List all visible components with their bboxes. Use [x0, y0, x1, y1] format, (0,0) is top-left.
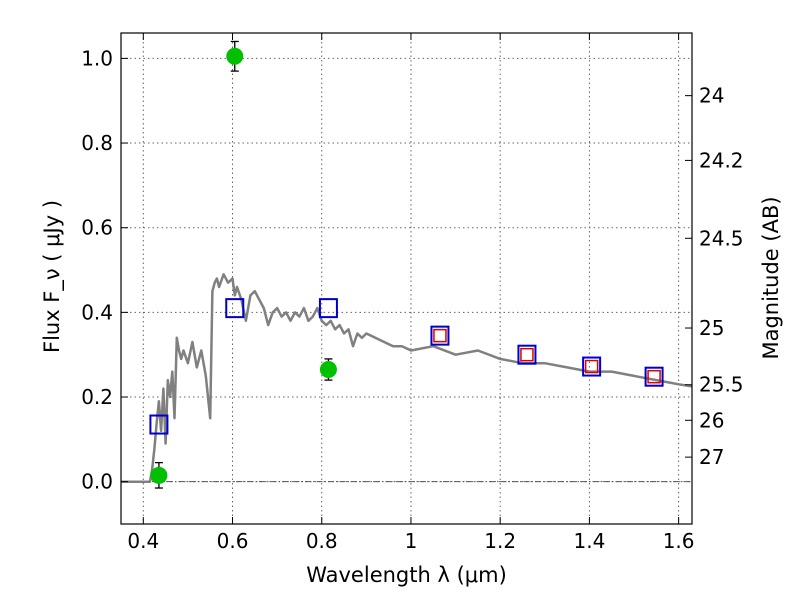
model-photometry-square	[225, 298, 245, 319]
model-photometry-square	[644, 366, 664, 387]
series-layer	[121, 40, 693, 489]
y-axis-label: Flux F_ν ( μJy )	[40, 200, 65, 353]
y2-tick-label: 24.2	[699, 148, 744, 172]
y2-tick-label: 25	[699, 316, 724, 340]
x-tick-label: 0.8	[306, 529, 338, 553]
red-photometry-square	[647, 369, 661, 384]
red-photometry-square	[520, 347, 534, 362]
x-tick-label: 0.4	[127, 529, 159, 553]
y2-tick-label: 24.5	[699, 226, 744, 250]
y2-axis-label: Magnitude (AB)	[759, 196, 783, 359]
observed-point	[319, 361, 337, 379]
y2-tick-label: 27	[699, 445, 724, 469]
y-tick-label: 0.6	[81, 216, 113, 240]
x-tick-label: 1.4	[573, 529, 605, 553]
model-photometry-square	[517, 344, 537, 365]
x-axis-label: Wavelength λ (μm)	[306, 563, 507, 587]
red-photometry-square	[584, 359, 599, 374]
y-tick-label: 0.8	[81, 131, 113, 155]
y-tick-label: 0.2	[81, 385, 113, 409]
y2-tick-label: 25.5	[699, 373, 744, 397]
red-photometry-square	[433, 328, 447, 343]
observed-point	[226, 47, 244, 65]
model-photometry-square	[582, 356, 602, 377]
model-sed-line	[121, 273, 693, 483]
y2-tick-label: 24	[699, 84, 724, 108]
x-tick-label: 0.6	[217, 529, 249, 553]
model-photometry-square	[149, 414, 169, 435]
plot-frame	[120, 32, 693, 525]
y-tick-label: 0.0	[81, 470, 113, 494]
observed-point	[150, 466, 168, 484]
x-tick-label: 1	[405, 529, 418, 553]
y-tick-label: 0.4	[81, 300, 113, 324]
x-tick-label: 1.6	[663, 529, 695, 553]
y-tick-label: 1.0	[81, 46, 113, 70]
model-photometry-square	[318, 298, 338, 319]
x-tick-label: 1.2	[484, 529, 516, 553]
tick-layer: 0.4 0.6 0.8 1 1.2 1.4 1.6 0.0 0.2 0.4 0.6 0.8 1.0 24 2…	[81, 33, 744, 553]
model-photometry-square	[430, 325, 450, 346]
y2-tick-label: 26	[699, 408, 724, 432]
